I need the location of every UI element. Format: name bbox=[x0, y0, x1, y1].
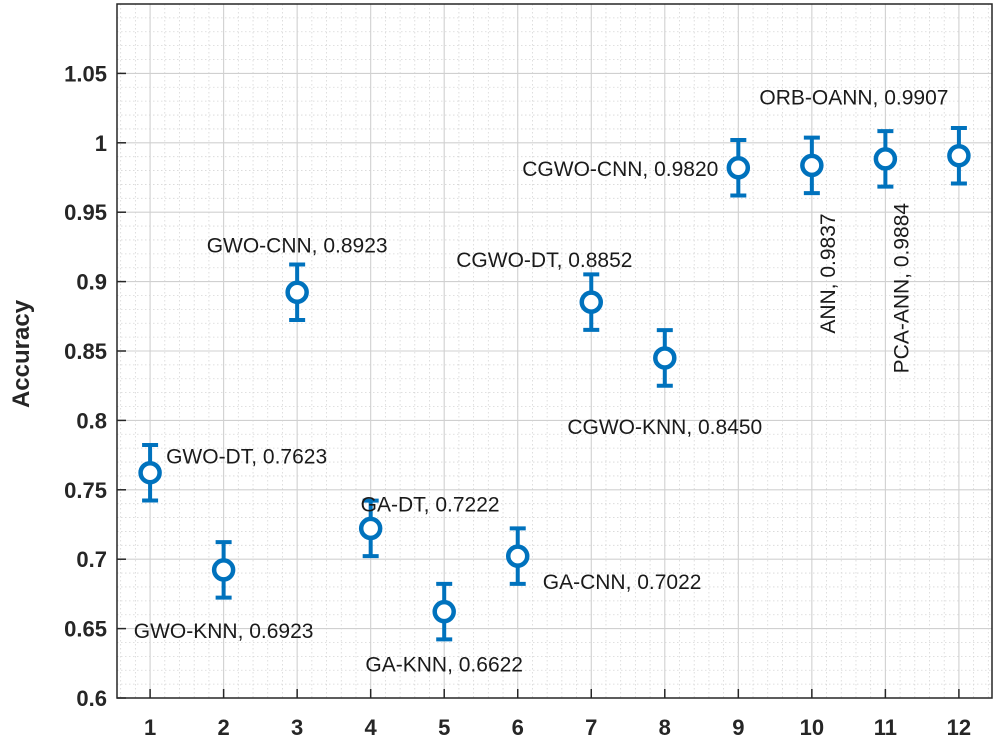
x-tick-label: 11 bbox=[874, 715, 897, 740]
y-tick-label: 0.75 bbox=[64, 478, 107, 503]
x-tick-label: 1 bbox=[144, 715, 156, 740]
point-annotation: GA-KNN, 0.6622 bbox=[365, 654, 523, 677]
point-marker bbox=[211, 558, 236, 582]
point-annotation: ANN, 0.9837 bbox=[817, 213, 840, 333]
x-tick-label: 3 bbox=[291, 715, 303, 740]
x-tick-label: 4 bbox=[365, 715, 378, 740]
data-points bbox=[138, 125, 971, 642]
point-marker bbox=[505, 544, 530, 568]
x-tick-label: 7 bbox=[585, 715, 597, 740]
point-marker bbox=[138, 460, 162, 485]
point-marker bbox=[800, 153, 824, 178]
grid bbox=[117, 4, 992, 699]
data-point-5 bbox=[432, 581, 456, 642]
y-tick-label: 0.65 bbox=[64, 617, 107, 642]
point-annotations: GWO-DT, 0.7623 GWO-KNN, 0.6923 GWO-CNN, 0.… bbox=[134, 87, 949, 677]
y-tick-label: 0.95 bbox=[64, 200, 107, 225]
data-point-10 bbox=[800, 135, 824, 196]
x-tick-label: 2 bbox=[217, 715, 229, 740]
x-tick-label: 10 bbox=[800, 715, 824, 740]
y-axis-label: Accuracy bbox=[8, 299, 35, 408]
data-point-4 bbox=[358, 498, 383, 559]
point-annotation: PCA-ANN, 0.9884 bbox=[890, 203, 913, 374]
point-annotation: GWO-KNN, 0.6923 bbox=[134, 620, 314, 643]
x-tick-label: 8 bbox=[659, 715, 671, 740]
y-tick-label: 0.8 bbox=[76, 408, 107, 433]
point-annotation: GA-CNN, 0.7022 bbox=[543, 571, 702, 594]
point-marker bbox=[653, 346, 677, 370]
point-marker bbox=[726, 156, 751, 180]
y-tick-label: 1 bbox=[95, 131, 107, 156]
point-annotation: GA-DT, 0.7222 bbox=[361, 493, 500, 516]
x-tick-label: 5 bbox=[438, 715, 450, 740]
point-annotation: GWO-CNN, 0.8923 bbox=[207, 234, 388, 257]
y-tick-label: 0.6 bbox=[76, 686, 107, 711]
x-tick-label: 12 bbox=[947, 715, 971, 740]
data-point-1 bbox=[138, 442, 162, 503]
point-marker bbox=[947, 143, 971, 168]
data-point-7 bbox=[579, 272, 604, 332]
y-tick-label: 0.7 bbox=[76, 547, 107, 572]
data-point-9 bbox=[726, 138, 751, 198]
x-tick-label: 9 bbox=[732, 715, 744, 740]
data-point-2 bbox=[211, 540, 236, 600]
data-point-6 bbox=[505, 526, 530, 586]
data-point-12 bbox=[947, 125, 971, 186]
point-annotation: GWO-DT, 0.7623 bbox=[166, 446, 327, 469]
y-tick-label: 0.85 bbox=[64, 339, 107, 364]
point-marker bbox=[579, 290, 604, 314]
y-tick-label: 1.05 bbox=[64, 61, 107, 86]
data-point-8 bbox=[653, 328, 677, 388]
x-tick-label: 6 bbox=[512, 715, 524, 740]
y-tick-label: 0.9 bbox=[76, 270, 107, 295]
point-marker bbox=[432, 599, 456, 624]
point-annotation: CGWO-CNN, 0.9820 bbox=[522, 158, 718, 181]
point-annotation: CGWO-KNN, 0.8450 bbox=[567, 416, 762, 439]
point-marker bbox=[358, 516, 383, 541]
point-marker bbox=[285, 280, 309, 305]
point-annotation: CGWO-DT, 0.8852 bbox=[456, 249, 632, 272]
point-annotation: ORB-OANN, 0.9907 bbox=[759, 87, 948, 110]
point-marker bbox=[873, 147, 898, 171]
data-point-11 bbox=[873, 129, 898, 189]
data-point-3 bbox=[285, 262, 309, 323]
